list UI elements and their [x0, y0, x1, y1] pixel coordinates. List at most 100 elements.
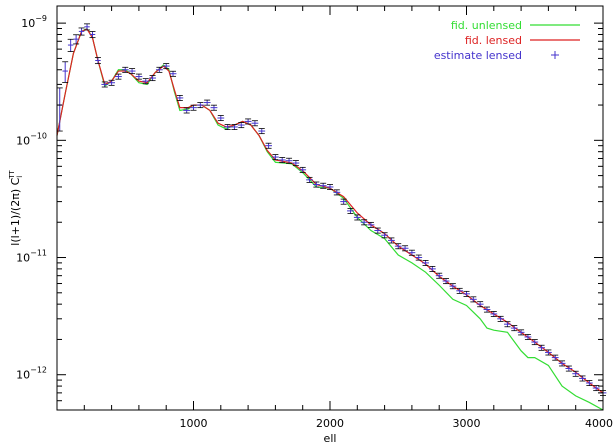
estimate-point [203, 99, 211, 106]
legend-label: fid. lensed [465, 34, 522, 47]
y-tick-label-base: 10 [16, 252, 30, 265]
estimate-point [504, 321, 511, 328]
legend: fid. unlensed fid. lensed estimate lensed [434, 19, 580, 62]
estimate-point [544, 349, 552, 356]
estimate-point [463, 290, 470, 297]
estimate-point [121, 66, 129, 73]
y-tick-label-exponent: −9 [35, 14, 47, 23]
estimate-point [428, 265, 436, 272]
estimate-point [388, 237, 395, 244]
estimate-point [401, 245, 409, 252]
legend-label: estimate lensed [434, 49, 522, 62]
y-axis-label-sup: TT [8, 170, 16, 180]
y-tick-label-exponent: −11 [30, 249, 47, 258]
estimate-point [271, 154, 279, 161]
y-tick-label-base: 10 [16, 369, 30, 382]
estimate-point [367, 221, 375, 228]
estimate-point [476, 301, 484, 308]
estimate-point [524, 334, 532, 340]
estimate-point [565, 365, 573, 372]
svg-text:l(l+1)/(2π) ClTT: l(l+1)/(2π) ClTT [8, 170, 24, 246]
estimate-point [319, 182, 327, 189]
y-tick-label-base: 10 [21, 17, 35, 30]
y-tick-label-exponent: −10 [30, 131, 47, 140]
estimate-point [312, 181, 320, 188]
estimate-point [381, 232, 389, 239]
estimate-point [217, 115, 225, 122]
series-line-fid-unlensed [56, 27, 604, 411]
estimate-point [353, 214, 361, 221]
estimate-point [360, 219, 368, 226]
x-tick-label: 3000 [453, 417, 481, 430]
estimate-point [558, 360, 566, 367]
x-axis-label: ell [324, 432, 337, 445]
y-tick-label-exponent: −12 [30, 366, 47, 375]
estimate-point [258, 128, 266, 135]
legend-label: fid. unlensed [451, 19, 522, 32]
estimate-point [292, 160, 300, 167]
estimate-point [422, 260, 429, 266]
plot-frame [56, 5, 604, 411]
estimate-point [442, 278, 450, 285]
estimate-point [551, 354, 559, 361]
estimate-point [101, 81, 109, 88]
y-tick-label: 10−11 [16, 249, 47, 265]
estimate-point [94, 57, 101, 65]
estimate-point [285, 157, 293, 164]
estimate-point [196, 102, 204, 109]
estimate-point [142, 78, 150, 85]
estimate-point [299, 166, 307, 173]
estimate-point [73, 34, 80, 45]
estimate-point [497, 315, 505, 322]
y-axis-label: l(l+1)/(2π) ClTT [8, 170, 24, 246]
estimate-point [224, 124, 232, 130]
estimate-point [517, 329, 525, 336]
series-line-fid-lensed [56, 28, 604, 394]
estimate-point [306, 176, 313, 183]
y-tick-label: 10−9 [21, 14, 47, 30]
estimate-point [333, 189, 341, 196]
estimate-point [67, 38, 74, 52]
series-lines [56, 27, 604, 411]
estimate-point [183, 107, 191, 114]
estimate-point [115, 73, 122, 80]
estimate-point [244, 118, 252, 125]
estimate-point [162, 63, 170, 70]
estimate-point [572, 370, 580, 377]
estimate-point [62, 61, 69, 83]
estimate-point [592, 385, 600, 392]
estimate-point [408, 249, 416, 256]
y-tick-label-base: 10 [16, 134, 30, 147]
y-axis-label-sub: l [16, 176, 24, 178]
x-tick-label: 1000 [180, 417, 208, 430]
estimate-point [108, 79, 116, 86]
estimate-point [128, 68, 136, 75]
x-tick-label: 4000 [585, 417, 613, 430]
estimate-point [169, 70, 177, 77]
estimate-point [155, 66, 163, 73]
estimate-point [510, 325, 518, 332]
estimate-point [374, 227, 382, 234]
estimate-point [149, 75, 156, 82]
estimate-point [456, 287, 464, 294]
estimate-point [538, 344, 545, 351]
estimate-point [326, 184, 334, 190]
estimate-point [78, 27, 85, 36]
estimate-point [585, 380, 593, 387]
estimate-point [176, 95, 184, 101]
estimate-point [251, 120, 259, 127]
estimate-point [579, 375, 586, 382]
estimate-point [265, 142, 272, 149]
estimate-point [531, 339, 539, 346]
estimate-point [394, 243, 402, 250]
estimate-point [231, 124, 238, 130]
x-axis: 1000 2000 3000 4000 [83, 6, 613, 430]
estimate-point [340, 198, 348, 205]
estimate-point [237, 122, 245, 129]
y-tick-label: 10−10 [16, 131, 47, 147]
estimate-point [135, 73, 143, 80]
estimate-point [84, 23, 91, 31]
estimate-point [469, 296, 477, 303]
